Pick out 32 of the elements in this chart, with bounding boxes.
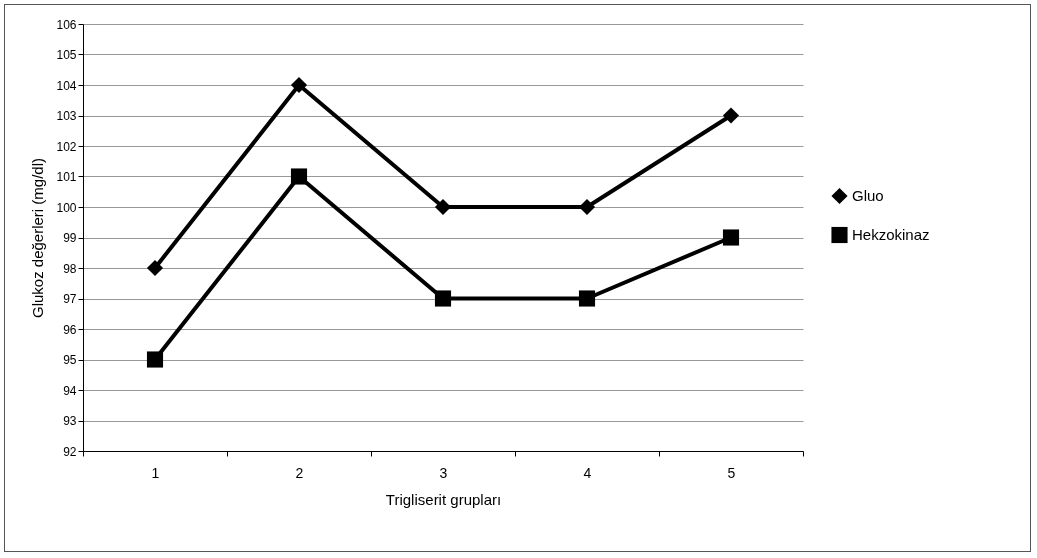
point xyxy=(290,168,308,185)
legend-label: Hekzokinaz xyxy=(852,226,930,243)
y-tick-label: 95 xyxy=(63,353,77,367)
point xyxy=(722,107,740,124)
y-axis-title: Glukoz değerleri (mg/dl) xyxy=(29,157,47,319)
point xyxy=(146,259,164,277)
x-tick-label: 1 xyxy=(151,464,160,481)
point xyxy=(146,351,164,368)
y-tick-label: 103 xyxy=(56,109,77,123)
point xyxy=(434,290,452,307)
y-tick-label: 99 xyxy=(63,231,77,245)
legend-label: Gluo xyxy=(852,187,884,204)
y-tick-label: 96 xyxy=(63,322,77,337)
x-axis-title: Trigliserit grupları xyxy=(385,490,502,508)
point xyxy=(578,290,596,307)
y-tick-label: 104 xyxy=(56,78,77,93)
x-tick-label: 2 xyxy=(295,464,304,481)
y-tick-label: 106 xyxy=(56,17,77,32)
point xyxy=(290,76,308,94)
y-tick-label: 97 xyxy=(63,292,77,306)
y-tick-label: 94 xyxy=(63,383,77,398)
x-tick-label: 3 xyxy=(439,464,448,481)
y-tick-label: 98 xyxy=(63,261,77,276)
x-tick-label: 5 xyxy=(727,464,736,481)
y-tick-label: 102 xyxy=(56,139,77,154)
y-tick-label: 100 xyxy=(56,200,77,215)
x-tick-label: 4 xyxy=(583,464,592,481)
y-tick-label: 92 xyxy=(63,444,77,459)
y-tick-label: 105 xyxy=(56,48,77,62)
y-tick-label: 101 xyxy=(56,170,77,184)
y-tick-label: 93 xyxy=(63,414,77,428)
point xyxy=(722,229,740,246)
